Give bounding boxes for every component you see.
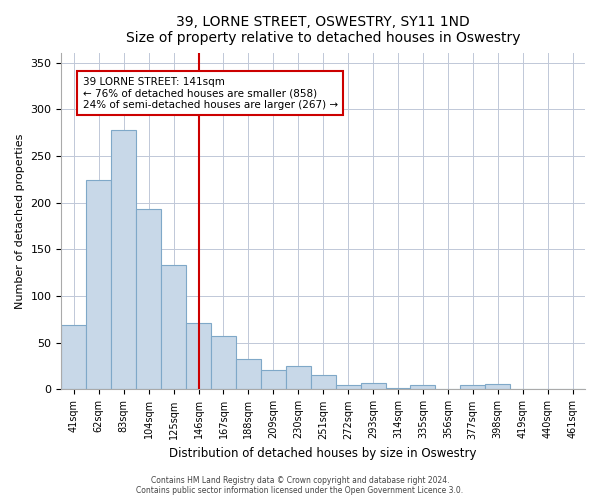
X-axis label: Distribution of detached houses by size in Oswestry: Distribution of detached houses by size … bbox=[169, 447, 477, 460]
Bar bbox=[560, 388, 585, 390]
Bar bbox=[410, 385, 436, 390]
Bar bbox=[510, 388, 535, 390]
Bar bbox=[186, 323, 211, 390]
Bar bbox=[111, 130, 136, 390]
Bar bbox=[61, 325, 86, 390]
Bar bbox=[485, 384, 510, 390]
Title: 39, LORNE STREET, OSWESTRY, SY11 1ND
Size of property relative to detached house: 39, LORNE STREET, OSWESTRY, SY11 1ND Siz… bbox=[126, 15, 520, 45]
Bar bbox=[86, 180, 111, 390]
Bar bbox=[361, 383, 386, 390]
Y-axis label: Number of detached properties: Number of detached properties bbox=[15, 134, 25, 309]
Bar bbox=[460, 385, 485, 390]
Bar bbox=[211, 336, 236, 390]
Bar bbox=[286, 366, 311, 390]
Bar bbox=[136, 209, 161, 390]
Bar bbox=[335, 385, 361, 390]
Bar bbox=[535, 388, 560, 390]
Bar bbox=[311, 376, 335, 390]
Text: Contains HM Land Registry data © Crown copyright and database right 2024.
Contai: Contains HM Land Registry data © Crown c… bbox=[136, 476, 464, 495]
Bar bbox=[386, 388, 410, 390]
Bar bbox=[436, 388, 460, 390]
Bar bbox=[236, 358, 261, 390]
Bar bbox=[161, 266, 186, 390]
Text: 39 LORNE STREET: 141sqm
← 76% of detached houses are smaller (858)
24% of semi-d: 39 LORNE STREET: 141sqm ← 76% of detache… bbox=[83, 76, 338, 110]
Bar bbox=[261, 370, 286, 390]
